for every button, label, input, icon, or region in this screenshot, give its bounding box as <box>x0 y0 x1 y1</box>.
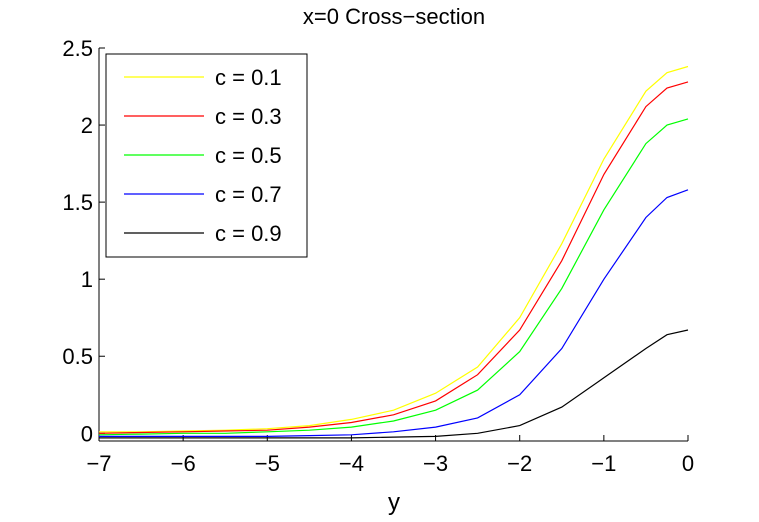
x-axis-label: y <box>388 489 400 516</box>
legend-label-5: c = 0.9 <box>215 221 282 246</box>
x-tick-label: −4 <box>339 451 364 476</box>
y-tick-label: 2 <box>81 113 93 138</box>
x-tick-label: −1 <box>591 451 616 476</box>
y-tick-label: 0 <box>81 421 93 446</box>
legend-label-4: c = 0.7 <box>215 182 282 207</box>
legend-label-1: c = 0.1 <box>215 65 282 90</box>
x-tick-label: −5 <box>255 451 280 476</box>
y-tick-label: 0.5 <box>62 344 93 369</box>
x-tick-label: −7 <box>86 451 111 476</box>
series-line-5 <box>99 329 689 439</box>
series-line-3 <box>98 118 689 436</box>
chart-title: x=0 Cross−section <box>303 4 485 29</box>
y-tick-label: 1.5 <box>62 190 93 215</box>
x-tick-label: −6 <box>171 451 196 476</box>
x-tick-label: −2 <box>507 451 532 476</box>
legend-label-3: c = 0.5 <box>215 143 282 168</box>
x-tick-label: −3 <box>423 451 448 476</box>
series-line-4 <box>99 189 689 437</box>
y-tick-label: 1 <box>81 267 93 292</box>
x-tick-label: 0 <box>682 451 694 476</box>
legend-label-2: c = 0.3 <box>215 104 282 129</box>
series-line-1 <box>99 65 689 433</box>
plot-area: −7 −6 −5 −4 −3 −2 −1 0 0 0.5 1 1.5 2 2.5 c = 0.1 c = 0.… <box>62 36 694 476</box>
y-tick-label: 2.5 <box>62 36 93 61</box>
series-line-2 <box>98 81 689 434</box>
